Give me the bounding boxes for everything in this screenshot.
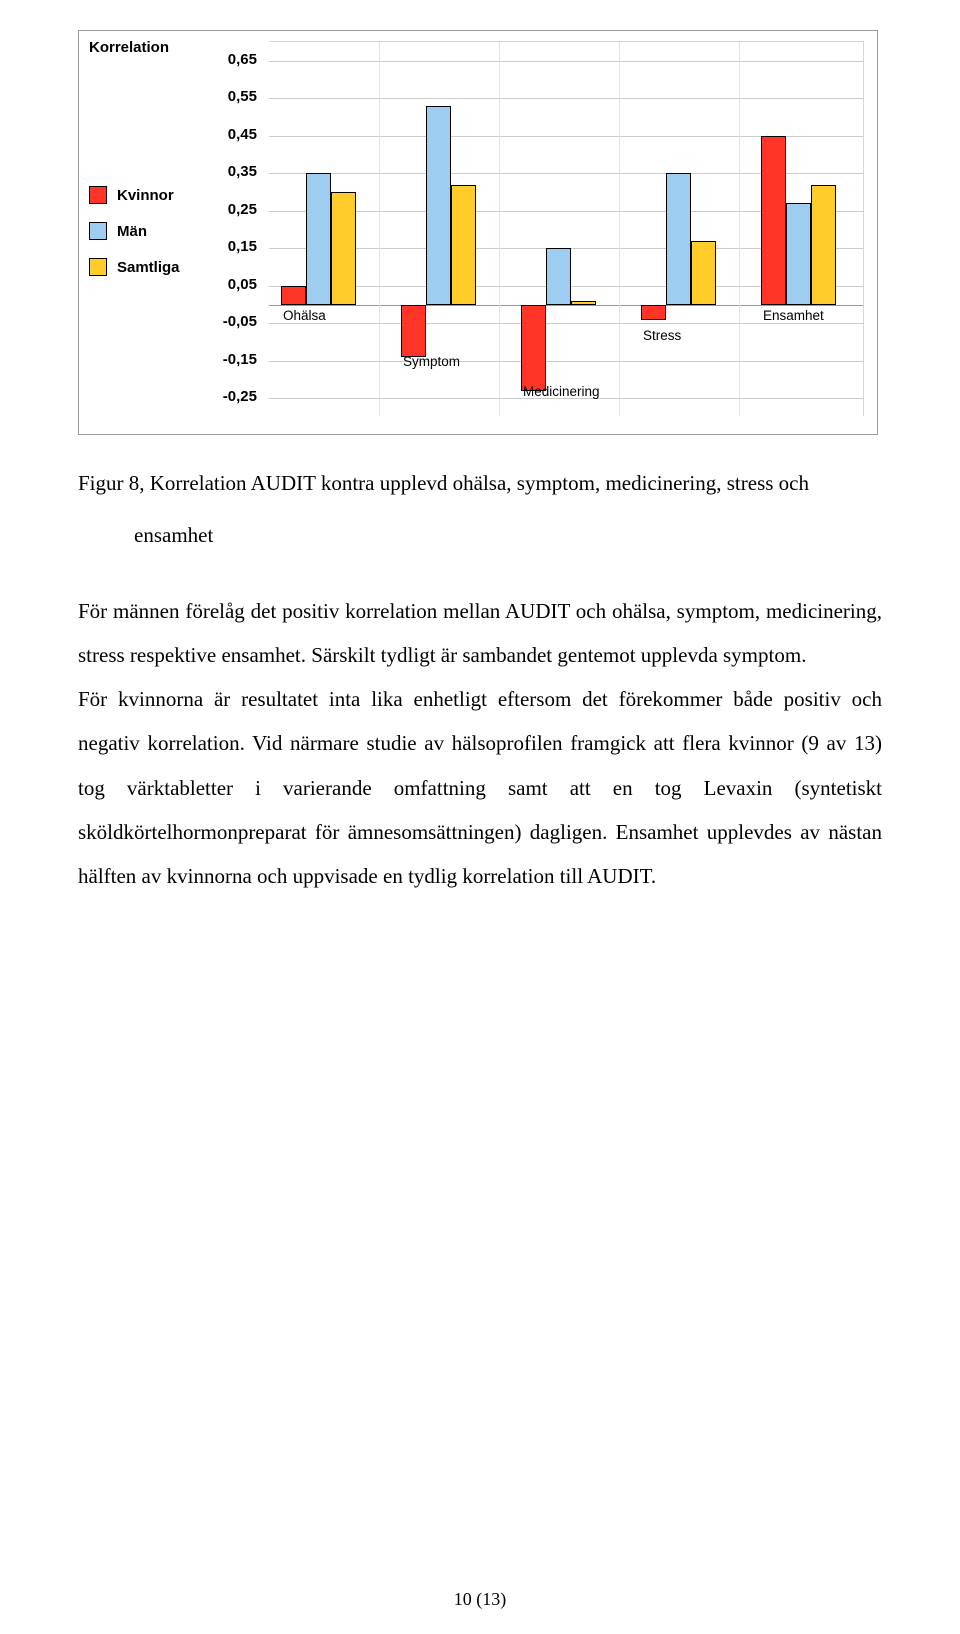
legend-swatch bbox=[89, 222, 107, 240]
legend-label: Män bbox=[117, 223, 147, 240]
chart-bar bbox=[401, 305, 426, 358]
chart-bar bbox=[521, 305, 546, 391]
chart-bar bbox=[426, 106, 451, 305]
y-axis-title: Korrelation bbox=[89, 39, 169, 56]
chart-plot-area: Ohälsa Symptom Medicinering Stress Ensamhet bbox=[269, 41, 864, 416]
figure-caption-line2: ensamhet bbox=[78, 513, 882, 557]
y-tick-label: 0,65 bbox=[207, 51, 257, 68]
legend-swatch bbox=[89, 186, 107, 204]
y-tick-label: -0,25 bbox=[207, 388, 257, 405]
y-tick-label: -0,05 bbox=[207, 313, 257, 330]
chart-bar bbox=[571, 301, 596, 305]
chart-bar bbox=[546, 248, 571, 304]
y-tick-label: 0,25 bbox=[207, 201, 257, 218]
body-paragraph-2: För kvinnorna är resultatet inta lika en… bbox=[78, 677, 882, 897]
figure-caption-line1: Figur 8, Korrelation AUDIT kontra upplev… bbox=[78, 461, 882, 505]
category-label: Stress bbox=[643, 328, 681, 343]
y-tick-label: 0,05 bbox=[207, 276, 257, 293]
legend-item: Män bbox=[89, 222, 180, 240]
chart-bar bbox=[331, 192, 356, 305]
body-paragraph-1: För männen förelåg det positiv korrelati… bbox=[78, 589, 882, 677]
legend-item: Samtliga bbox=[89, 258, 180, 276]
chart-bar bbox=[666, 173, 691, 304]
y-tick-label: 0,35 bbox=[207, 163, 257, 180]
y-tick-label: -0,15 bbox=[207, 351, 257, 368]
category-label: Ensamhet bbox=[763, 308, 824, 323]
chart-bar bbox=[451, 185, 476, 305]
chart-bar bbox=[786, 203, 811, 304]
chart-bar bbox=[306, 173, 331, 304]
chart-legend: Kvinnor Män Samtliga bbox=[89, 186, 180, 294]
category-label: Ohälsa bbox=[283, 308, 326, 323]
page-number: 10 (13) bbox=[0, 1589, 960, 1610]
chart-bar bbox=[691, 241, 716, 305]
y-tick-label: 0,45 bbox=[207, 126, 257, 143]
chart-bar bbox=[761, 136, 786, 305]
category-label: Medicinering bbox=[523, 384, 600, 399]
chart-bar bbox=[641, 305, 666, 320]
correlation-chart: Korrelation 0,65 0,55 0,45 0,35 0,25 0,15 0,05… bbox=[78, 30, 878, 435]
y-tick-label: 0,55 bbox=[207, 88, 257, 105]
legend-item: Kvinnor bbox=[89, 186, 180, 204]
legend-label: Samtliga bbox=[117, 259, 180, 276]
legend-swatch bbox=[89, 258, 107, 276]
legend-label: Kvinnor bbox=[117, 187, 174, 204]
category-label: Symptom bbox=[403, 354, 460, 369]
y-tick-label: 0,15 bbox=[207, 238, 257, 255]
chart-bar bbox=[811, 185, 836, 305]
chart-bar bbox=[281, 286, 306, 305]
